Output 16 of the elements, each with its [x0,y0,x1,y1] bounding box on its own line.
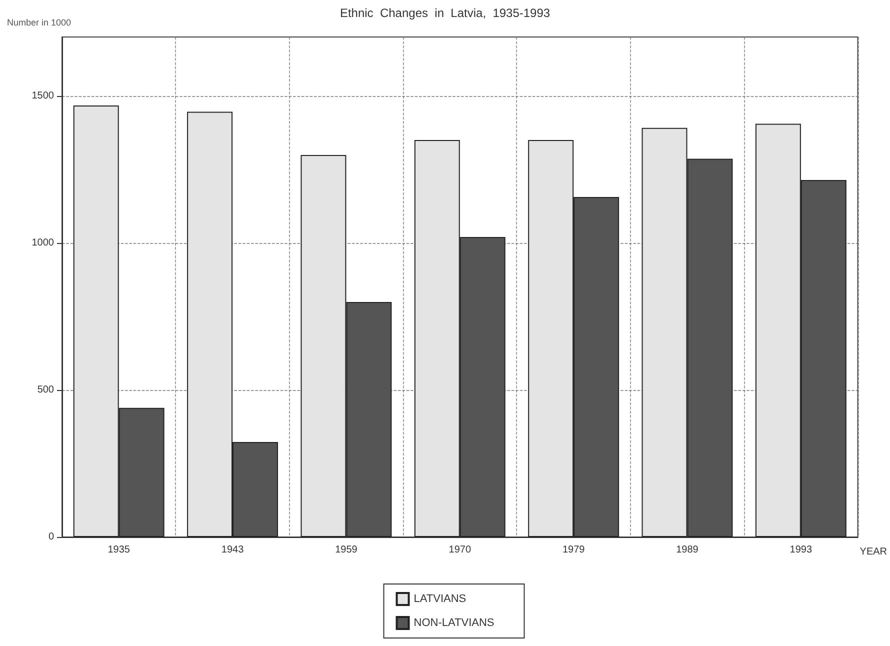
x-tick-label: 1935 [108,544,130,556]
x-tick-label: 1989 [676,544,699,556]
x-tick-label: 1970 [448,544,472,556]
x-tick-label: 1959 [335,544,358,556]
x-tick-label: 1943 [221,544,244,556]
y-tick-label: 1000 [32,237,54,248]
y-tick-label: 500 [37,384,54,396]
chart-title: Ethnic Changes in Latvia, 1935-1993 [340,6,550,20]
y-tick-label: 0 [48,532,54,542]
x-tick-label: 1979 [562,544,586,556]
legend-label: LATVIANS [414,593,466,605]
y-tick-label: 1500 [32,90,54,102]
y-axis-title: Number in 1000 [7,18,72,28]
x-axis-title: YEAR [860,546,888,558]
legend-label: NON-LATVIANS [414,617,494,629]
x-tick-label: 1993 [790,544,812,556]
